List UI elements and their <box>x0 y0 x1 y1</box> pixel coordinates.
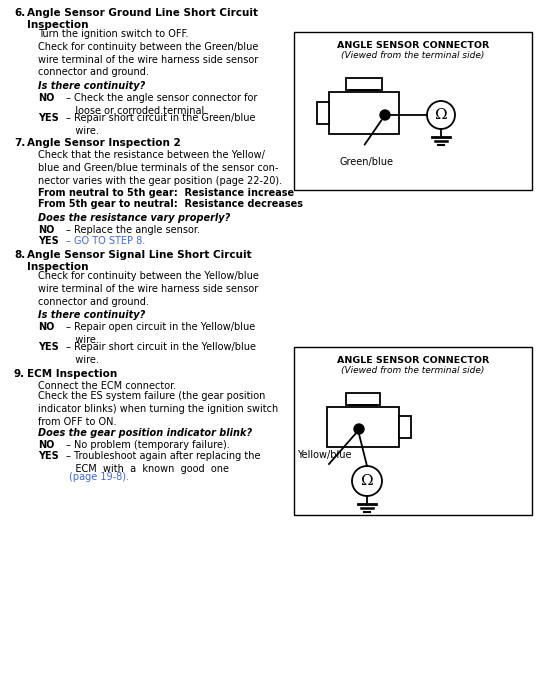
Text: 8.: 8. <box>14 250 25 260</box>
Text: YES: YES <box>38 236 59 246</box>
Bar <box>346 393 380 405</box>
Text: NO: NO <box>38 322 55 332</box>
Text: Connect the ECM connector.: Connect the ECM connector. <box>38 381 176 391</box>
Bar <box>294 347 532 515</box>
Text: Yellow/blue: Yellow/blue <box>297 450 351 460</box>
Text: 9.: 9. <box>14 369 25 379</box>
Text: From 5th gear to neutral:  Resistance decreases: From 5th gear to neutral: Resistance dec… <box>38 199 303 209</box>
Text: – GO TO STEP 8.: – GO TO STEP 8. <box>66 236 145 246</box>
Text: ECM Inspection: ECM Inspection <box>27 369 117 379</box>
Text: YES: YES <box>38 113 59 123</box>
Text: ANGLE SENSOR CONNECTOR: ANGLE SENSOR CONNECTOR <box>337 356 489 365</box>
Bar <box>399 416 411 438</box>
Text: (Viewed from the terminal side): (Viewed from the terminal side) <box>341 51 485 60</box>
Text: – No problem (temporary failure).: – No problem (temporary failure). <box>66 440 230 450</box>
Text: NO: NO <box>38 225 55 235</box>
Text: 6.: 6. <box>14 8 25 18</box>
Text: Check the ES system failure (the gear position
indicator blinks) when turning th: Check the ES system failure (the gear po… <box>38 391 278 427</box>
Bar <box>346 78 382 90</box>
Text: – Check the angle sensor connector for
   loose or corroded terminal.: – Check the angle sensor connector for l… <box>66 93 258 116</box>
Text: NO: NO <box>38 93 55 103</box>
Text: From neutral to 5th gear:  Resistance increase: From neutral to 5th gear: Resistance inc… <box>38 188 294 198</box>
Text: Ω: Ω <box>434 108 447 122</box>
Text: – Repair short circuit in the Green/blue
   wire.: – Repair short circuit in the Green/blue… <box>66 113 255 136</box>
Text: – Troubleshoot again after replacing the
   ECM  with  a  known  good  one: – Troubleshoot again after replacing the… <box>66 451 261 474</box>
Bar <box>329 92 399 134</box>
Text: – Repair short circuit in the Yellow/blue
   wire.: – Repair short circuit in the Yellow/blu… <box>66 342 256 365</box>
Text: NO: NO <box>38 440 55 450</box>
Text: ANGLE SENSOR CONNECTOR: ANGLE SENSOR CONNECTOR <box>337 41 489 50</box>
Circle shape <box>354 424 364 434</box>
Text: Angle Sensor Inspection 2: Angle Sensor Inspection 2 <box>27 138 181 148</box>
Circle shape <box>352 466 382 496</box>
Text: (Viewed from the terminal side): (Viewed from the terminal side) <box>341 366 485 375</box>
Bar <box>327 407 399 447</box>
Text: (page 19-8).: (page 19-8). <box>69 472 129 482</box>
Bar <box>294 32 532 190</box>
Text: Does the resistance vary properly?: Does the resistance vary properly? <box>38 213 230 223</box>
Text: Angle Sensor Ground Line Short Circuit
Inspection: Angle Sensor Ground Line Short Circuit I… <box>27 8 258 30</box>
Text: Is there continuity?: Is there continuity? <box>38 310 145 320</box>
Bar <box>317 102 329 124</box>
Circle shape <box>427 101 455 129</box>
Circle shape <box>380 110 390 120</box>
Text: – Replace the angle sensor.: – Replace the angle sensor. <box>66 225 200 235</box>
Text: 7.: 7. <box>14 138 25 148</box>
Text: Does the gear position indicator blink?: Does the gear position indicator blink? <box>38 428 252 438</box>
Text: YES: YES <box>38 451 59 461</box>
Text: Ω: Ω <box>361 474 373 488</box>
Text: Angle Sensor Signal Line Short Circuit
Inspection: Angle Sensor Signal Line Short Circuit I… <box>27 250 252 272</box>
Text: Green/blue: Green/blue <box>339 157 393 167</box>
Text: Check that the resistance between the Yellow/
blue and Green/blue terminals of t: Check that the resistance between the Ye… <box>38 150 282 186</box>
Text: – Repair open circuit in the Yellow/blue
   wire.: – Repair open circuit in the Yellow/blue… <box>66 322 255 345</box>
Text: Is there continuity?: Is there continuity? <box>38 81 145 91</box>
Bar <box>350 80 378 88</box>
Text: YES: YES <box>38 342 59 352</box>
Text: Check for continuity between the Yellow/blue
wire terminal of the wire harness s: Check for continuity between the Yellow/… <box>38 271 259 306</box>
Text: Turn the ignition switch to OFF.
Check for continuity between the Green/blue
wir: Turn the ignition switch to OFF. Check f… <box>38 29 259 78</box>
